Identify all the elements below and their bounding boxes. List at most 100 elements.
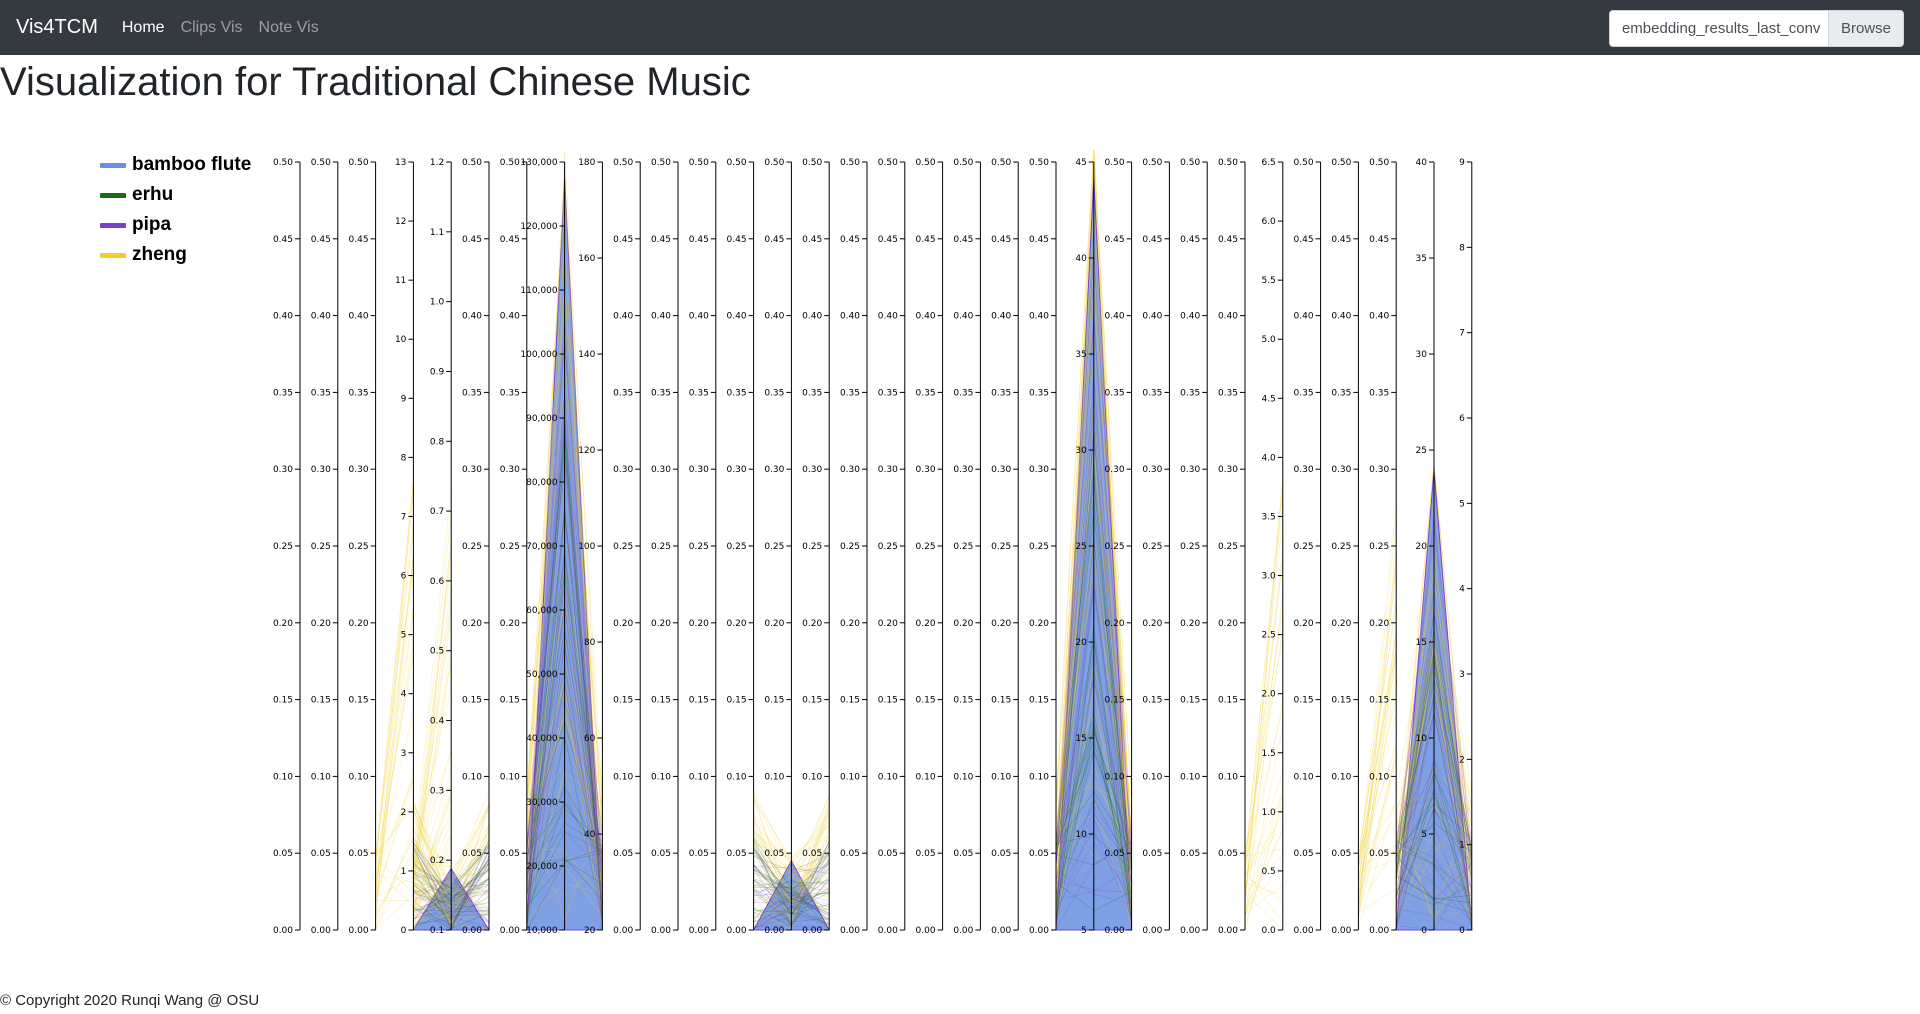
parallel-coordinates-chart[interactable]: 0.00 0.05 0.10 0.15 0.20 0.25 0.30 0.35 0.40 0.45…	[250, 150, 1480, 940]
axis-tick-label: 0.25	[613, 542, 633, 552]
axis-tick-label: 0.00	[991, 926, 1011, 936]
axis-tick-label: 0.15	[349, 696, 369, 706]
series-zheng-line	[1358, 504, 1397, 869]
brand-logo[interactable]: Vis4TCM	[16, 16, 98, 38]
series-zheng-line	[1244, 789, 1284, 906]
axis-tick-label: 0.10	[349, 772, 369, 782]
legend: bamboo flute erhu pipa zheng	[100, 150, 251, 270]
nav-link-home[interactable]: Home	[121, 18, 165, 36]
axis-tick-label: 35	[1416, 254, 1427, 264]
axis-9: 20 40 60 80 100 120 140 160 180	[578, 158, 603, 936]
series-zheng-line	[1055, 155, 1132, 853]
series-zheng-line	[413, 617, 452, 881]
axis-tick-label: 0.00	[1294, 926, 1314, 936]
browse-button[interactable]: Browse	[1827, 11, 1903, 46]
axis-tick-label: 0	[401, 926, 407, 936]
axis-tick-label: 10,000	[526, 926, 558, 936]
axis-11: 0.00 0.05 0.10 0.15 0.20 0.25 0.30 0.35 0.40 0.45…	[651, 158, 679, 936]
axis-tick-label: 0.35	[1142, 388, 1162, 398]
file-input-value[interactable]: embedding_results_last_conv	[1621, 20, 1821, 37]
axis-tick-label: 0.10	[1142, 772, 1162, 782]
axis-tick-label: 0.30	[1029, 465, 1049, 475]
axis-tick-label: 4	[401, 690, 407, 700]
series-zheng-line	[1244, 481, 1284, 906]
legend-item-bamboo-flute[interactable]: bamboo flute	[100, 150, 251, 180]
series-zheng-line	[1358, 557, 1397, 868]
axis-tick-label: 0.35	[1180, 388, 1200, 398]
axis-tick-label: 0.50	[651, 158, 671, 168]
axis-tick-label: 0.15	[764, 696, 784, 706]
axis-tick-label: 0.30	[727, 465, 747, 475]
axis-tick-label: 0.25	[878, 542, 898, 552]
axis-tick-label: 0.30	[651, 465, 671, 475]
series-zheng-line	[1244, 885, 1283, 914]
axis-tick-label: 0.00	[1331, 926, 1351, 936]
axis-tick-label: 0.50	[1142, 158, 1162, 168]
axis-1: 0.00 0.05 0.10 0.15 0.20 0.25 0.30 0.35 0.40 0.45…	[273, 158, 301, 936]
file-input-group[interactable]: embedding_results_last_conv Browse	[1608, 10, 1904, 47]
axis-tick-label: 0.05	[311, 849, 331, 859]
nav-link-clips-vis[interactable]: Clips Vis	[180, 18, 243, 36]
axis-tick-label: 5.0	[1261, 335, 1276, 345]
axis-tick-label: 0.30	[462, 465, 482, 475]
axis-tick-label: 0.45	[727, 235, 747, 245]
axis-tick-label: 0.15	[500, 696, 520, 706]
series-zheng-line	[1358, 640, 1397, 882]
axis-tick-label: 0.40	[613, 312, 633, 322]
axis-tick-label: 7	[1459, 329, 1465, 339]
axis-tick-label: 0.10	[991, 772, 1011, 782]
axis-tick-label: 0.45	[1331, 235, 1351, 245]
axis-tick-label: 0.35	[1294, 388, 1314, 398]
legend-swatch	[100, 222, 126, 228]
series-zheng-line	[1244, 708, 1284, 864]
series-zheng-line	[1358, 802, 1397, 866]
axis-tick-label: 0.20	[1331, 619, 1351, 629]
legend-label: erhu	[132, 184, 174, 205]
axis-tick-label: 0.00	[1105, 926, 1125, 936]
axis-tick-label: 9	[1459, 158, 1465, 168]
series-zheng-line	[413, 886, 452, 922]
axis-tick-label: 0.00	[802, 926, 822, 936]
axis-tick-label: 140	[578, 350, 595, 360]
series-zheng-line	[413, 821, 452, 912]
axis-tick-label: 0.20	[1180, 619, 1200, 629]
axis-tick-label: 0.20	[349, 619, 369, 629]
axis-tick-label: 100,000	[520, 350, 557, 360]
axis-tick-label: 0.05	[1218, 849, 1238, 859]
axis-tick-label: 0.05	[349, 849, 369, 859]
axis-tick-label: 0.50	[311, 158, 331, 168]
series-zheng-line	[1358, 688, 1397, 891]
axis-tick-label: 0.10	[727, 772, 747, 782]
axis-tick-label: 0.00	[1029, 926, 1049, 936]
axis-tick-label: 7	[401, 512, 407, 522]
series-zheng-line	[413, 914, 452, 922]
axis-tick-label: 0.20	[689, 619, 709, 629]
series-zheng-line	[413, 790, 452, 910]
series-zheng-line	[1358, 647, 1397, 904]
nav-link-note-vis[interactable]: Note Vis	[258, 18, 319, 36]
axis-tick-label: 2.5	[1261, 631, 1275, 641]
axis-tick-label: 0.25	[1180, 542, 1200, 552]
axis-tick-label: 0.45	[991, 235, 1011, 245]
series-zheng-line	[375, 556, 414, 916]
series-zheng-line	[1358, 743, 1397, 867]
axis-tick-label: 1.1	[430, 228, 444, 238]
axis-tick-label: 0.15	[1029, 696, 1049, 706]
legend-item-pipa[interactable]: pipa	[100, 210, 251, 240]
axis-20: 0.00 0.05 0.10 0.15 0.20 0.25 0.30 0.35 0.40 0.45…	[991, 158, 1019, 936]
series-zheng-line	[375, 780, 414, 899]
axis-tick-label: 0.35	[802, 388, 822, 398]
legend-item-zheng[interactable]: zheng	[100, 240, 251, 270]
series-zheng-line	[1244, 515, 1284, 868]
legend-swatch	[100, 252, 126, 258]
series-zheng-line	[413, 794, 452, 908]
axis-tick-label: 0.10	[1294, 772, 1314, 782]
axis-tick-label: 0.05	[651, 849, 671, 859]
axis-tick-label: 0.35	[1218, 388, 1238, 398]
series-zheng-line	[413, 686, 452, 859]
axis-tick-label: 0.30	[613, 465, 633, 475]
axis-tick-label: 0.40	[764, 312, 784, 322]
series-zheng-line	[1244, 592, 1284, 920]
axis-tick-label: 0.05	[1294, 849, 1314, 859]
legend-item-erhu[interactable]: erhu	[100, 180, 251, 210]
